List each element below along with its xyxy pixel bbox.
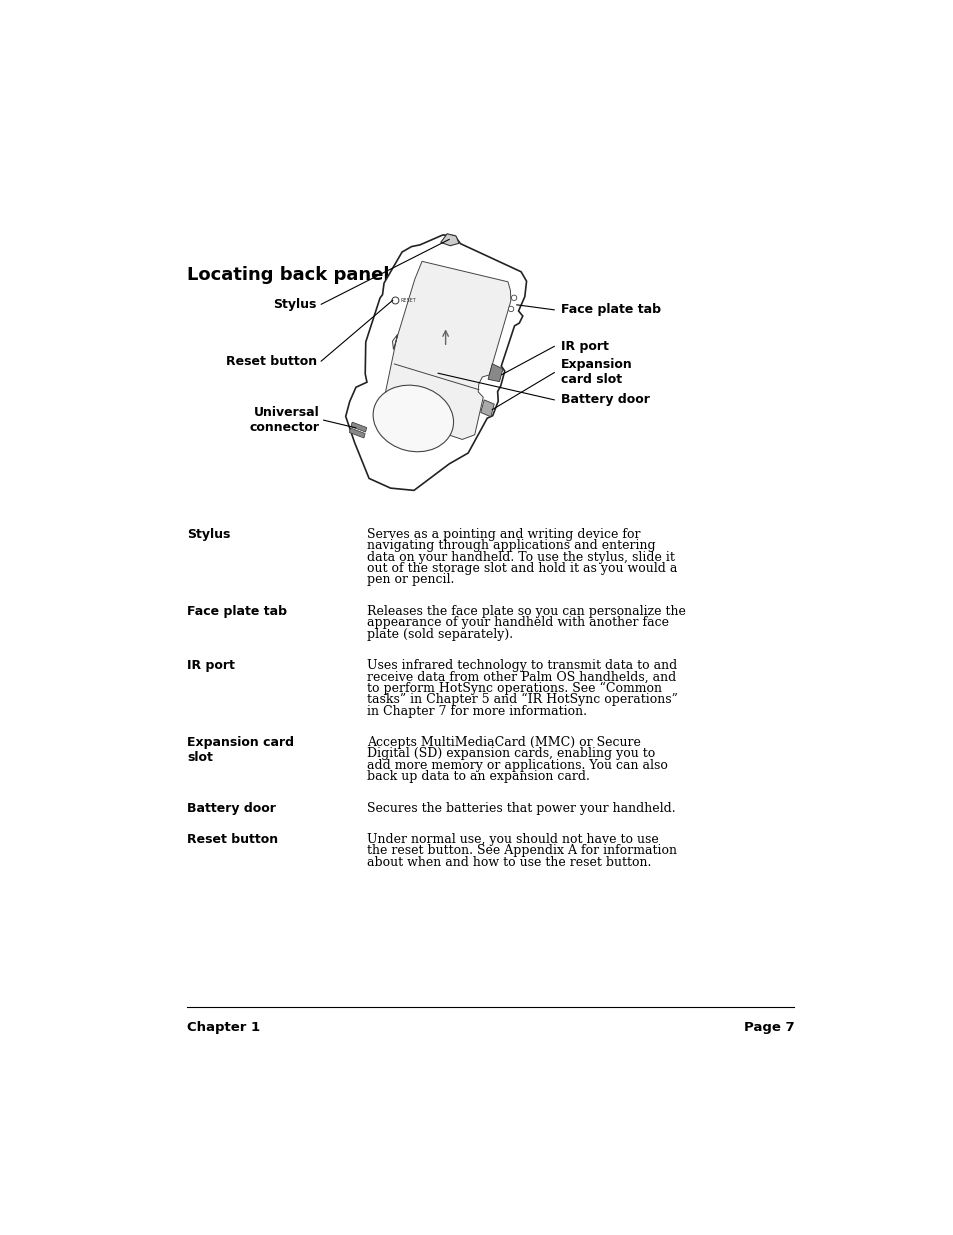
Polygon shape: [488, 364, 502, 382]
Text: IR port: IR port: [187, 659, 235, 672]
Text: Releases the face plate so you can personalize the: Releases the face plate so you can perso…: [367, 605, 685, 618]
Text: Locating back panel components: Locating back panel components: [187, 266, 519, 284]
Text: Secures the batteries that power your handheld.: Secures the batteries that power your ha…: [367, 802, 675, 815]
Text: appearance of your handheld with another face: appearance of your handheld with another…: [367, 616, 669, 629]
Text: Stylus: Stylus: [274, 298, 316, 311]
Text: Universal
connector: Universal connector: [249, 406, 319, 433]
Text: Under normal use, you should not have to use: Under normal use, you should not have to…: [367, 834, 659, 846]
Text: Face plate tab: Face plate tab: [187, 605, 287, 618]
Polygon shape: [381, 262, 510, 440]
Text: out of the storage slot and hold it as you would a: out of the storage slot and hold it as y…: [367, 562, 677, 576]
Text: Accepts MultiMediaCard (MMC) or Secure: Accepts MultiMediaCard (MMC) or Secure: [367, 736, 640, 748]
Text: Reset button: Reset button: [187, 834, 278, 846]
Text: add more memory or applications. You can also: add more memory or applications. You can…: [367, 758, 667, 772]
Text: RESET: RESET: [400, 298, 416, 303]
Text: Reset button: Reset button: [226, 354, 316, 368]
Polygon shape: [349, 429, 365, 438]
Circle shape: [392, 298, 398, 304]
Text: Battery door: Battery door: [560, 394, 649, 406]
Text: data on your handheld. To use the stylus, slide it: data on your handheld. To use the stylus…: [367, 551, 675, 563]
Polygon shape: [480, 400, 494, 416]
Text: in Chapter 7 for more information.: in Chapter 7 for more information.: [367, 705, 587, 718]
Polygon shape: [440, 233, 458, 246]
Text: back up data to an expansion card.: back up data to an expansion card.: [367, 771, 590, 783]
Text: Serves as a pointing and writing device for: Serves as a pointing and writing device …: [367, 527, 640, 541]
Polygon shape: [351, 422, 366, 432]
Circle shape: [511, 295, 517, 300]
Ellipse shape: [373, 385, 453, 452]
Text: Page 7: Page 7: [743, 1020, 794, 1034]
Circle shape: [508, 306, 514, 311]
Text: pen or pencil.: pen or pencil.: [367, 573, 455, 587]
Text: Stylus: Stylus: [187, 527, 231, 541]
Text: plate (sold separately).: plate (sold separately).: [367, 627, 513, 641]
Text: Battery door: Battery door: [187, 802, 276, 815]
Text: Digital (SD) expansion cards, enabling you to: Digital (SD) expansion cards, enabling y…: [367, 747, 655, 761]
Text: IR port: IR port: [560, 340, 608, 352]
Text: tasks” in Chapter 5 and “IR HotSync operations”: tasks” in Chapter 5 and “IR HotSync oper…: [367, 693, 678, 706]
Text: the reset button. See Appendix A for information: the reset button. See Appendix A for inf…: [367, 845, 677, 857]
Text: receive data from other Palm OS handhelds, and: receive data from other Palm OS handheld…: [367, 671, 676, 683]
Polygon shape: [345, 235, 526, 490]
Text: Chapter 1: Chapter 1: [187, 1020, 260, 1034]
Text: Expansion card
slot: Expansion card slot: [187, 736, 294, 764]
Text: navigating through applications and entering: navigating through applications and ente…: [367, 540, 656, 552]
Text: to perform HotSync operations. See “Common: to perform HotSync operations. See “Comm…: [367, 682, 661, 695]
Text: Uses infrared technology to transmit data to and: Uses infrared technology to transmit dat…: [367, 659, 677, 672]
Text: about when and how to use the reset button.: about when and how to use the reset butt…: [367, 856, 651, 869]
Text: Face plate tab: Face plate tab: [560, 304, 660, 316]
Text: Expansion
card slot: Expansion card slot: [560, 358, 632, 387]
